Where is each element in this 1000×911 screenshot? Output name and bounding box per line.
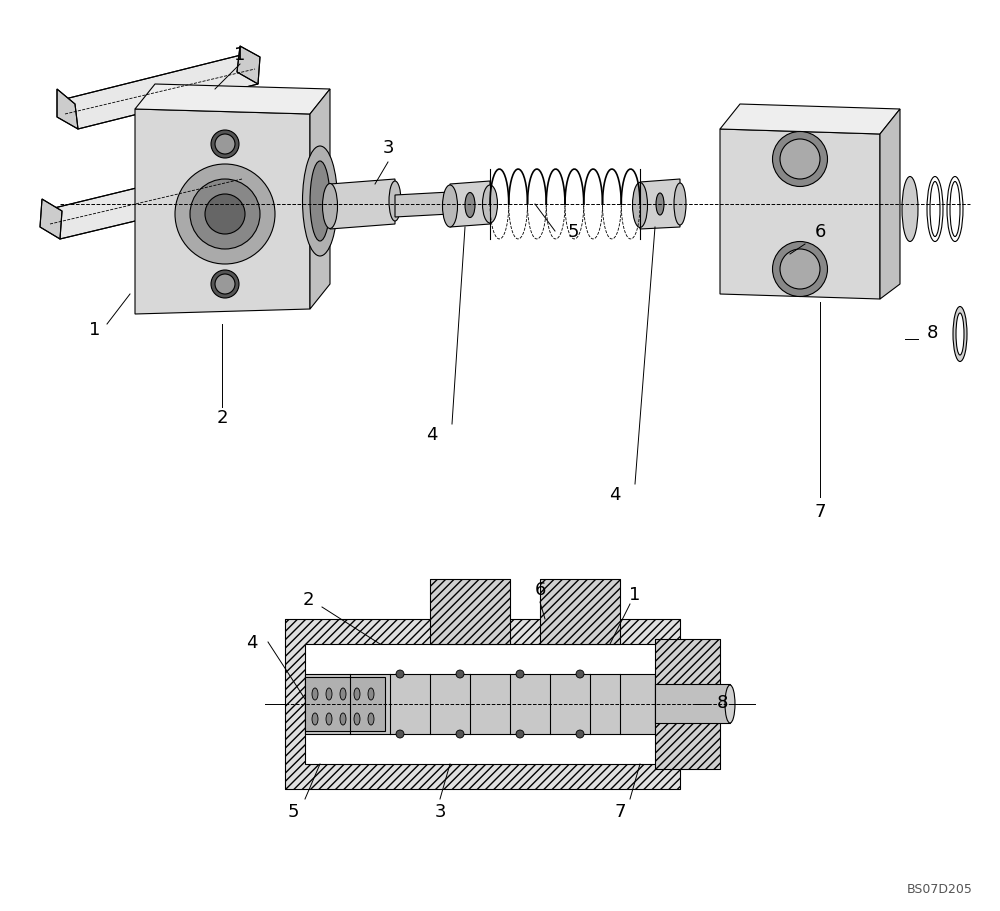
Ellipse shape <box>456 731 464 738</box>
Ellipse shape <box>576 670 584 679</box>
Ellipse shape <box>633 183 648 229</box>
Ellipse shape <box>902 178 918 242</box>
Ellipse shape <box>576 731 584 738</box>
Polygon shape <box>285 619 680 789</box>
Text: 6: 6 <box>534 580 546 599</box>
Ellipse shape <box>368 688 374 701</box>
Text: 5: 5 <box>567 223 579 241</box>
Ellipse shape <box>190 179 260 250</box>
Ellipse shape <box>215 135 235 155</box>
Polygon shape <box>40 200 62 240</box>
Ellipse shape <box>482 186 498 224</box>
Ellipse shape <box>326 713 332 725</box>
Text: 2: 2 <box>216 408 228 426</box>
Polygon shape <box>226 157 250 195</box>
Text: 3: 3 <box>382 138 394 157</box>
Ellipse shape <box>326 688 332 701</box>
Ellipse shape <box>465 193 475 219</box>
Text: 8: 8 <box>926 323 938 342</box>
Polygon shape <box>430 579 510 644</box>
Text: 7: 7 <box>814 503 826 520</box>
Text: 1: 1 <box>234 46 246 64</box>
Ellipse shape <box>389 182 401 221</box>
Polygon shape <box>135 85 330 115</box>
Ellipse shape <box>780 140 820 179</box>
Ellipse shape <box>323 184 338 230</box>
Text: 2: 2 <box>302 590 314 609</box>
Ellipse shape <box>516 731 524 738</box>
Ellipse shape <box>211 271 239 299</box>
Polygon shape <box>880 110 900 300</box>
Ellipse shape <box>396 731 404 738</box>
Ellipse shape <box>175 165 275 265</box>
Ellipse shape <box>725 685 735 723</box>
Ellipse shape <box>310 162 330 241</box>
Text: 1: 1 <box>629 586 641 603</box>
Text: 5: 5 <box>287 802 299 820</box>
Ellipse shape <box>772 132 827 188</box>
Ellipse shape <box>396 670 404 679</box>
Polygon shape <box>655 684 730 723</box>
Ellipse shape <box>930 182 940 237</box>
Text: 8: 8 <box>716 693 728 711</box>
Ellipse shape <box>340 713 346 725</box>
Ellipse shape <box>674 184 686 226</box>
Ellipse shape <box>368 713 374 725</box>
Text: 7: 7 <box>614 802 626 820</box>
Ellipse shape <box>354 713 360 725</box>
Ellipse shape <box>340 688 346 701</box>
Ellipse shape <box>312 713 318 725</box>
Polygon shape <box>305 644 660 764</box>
Polygon shape <box>720 105 900 135</box>
Text: 4: 4 <box>609 486 621 504</box>
Polygon shape <box>450 182 490 228</box>
Polygon shape <box>655 640 720 769</box>
Ellipse shape <box>354 688 360 701</box>
Ellipse shape <box>312 688 318 701</box>
Ellipse shape <box>956 313 964 355</box>
Polygon shape <box>57 90 78 130</box>
Polygon shape <box>305 674 655 734</box>
Ellipse shape <box>215 275 235 294</box>
Ellipse shape <box>516 670 524 679</box>
Polygon shape <box>720 130 880 300</box>
Ellipse shape <box>772 242 827 297</box>
Text: 1: 1 <box>89 321 101 339</box>
Ellipse shape <box>205 195 245 235</box>
Text: 3: 3 <box>434 802 446 820</box>
Polygon shape <box>237 47 260 85</box>
Ellipse shape <box>442 186 458 228</box>
Polygon shape <box>65 55 258 130</box>
Polygon shape <box>395 193 450 218</box>
Polygon shape <box>640 179 680 230</box>
Ellipse shape <box>953 307 967 362</box>
Polygon shape <box>305 677 385 732</box>
Polygon shape <box>135 110 310 314</box>
Ellipse shape <box>950 182 960 237</box>
Ellipse shape <box>211 131 239 159</box>
Polygon shape <box>330 179 395 230</box>
Ellipse shape <box>303 147 338 257</box>
Ellipse shape <box>456 670 464 679</box>
Polygon shape <box>310 90 330 310</box>
Ellipse shape <box>780 250 820 290</box>
Text: 4: 4 <box>426 425 438 444</box>
Text: 6: 6 <box>814 223 826 241</box>
Polygon shape <box>540 579 620 644</box>
Text: BS07D205: BS07D205 <box>907 883 973 896</box>
Text: 4: 4 <box>246 633 258 651</box>
Ellipse shape <box>656 194 664 216</box>
Polygon shape <box>50 165 248 240</box>
